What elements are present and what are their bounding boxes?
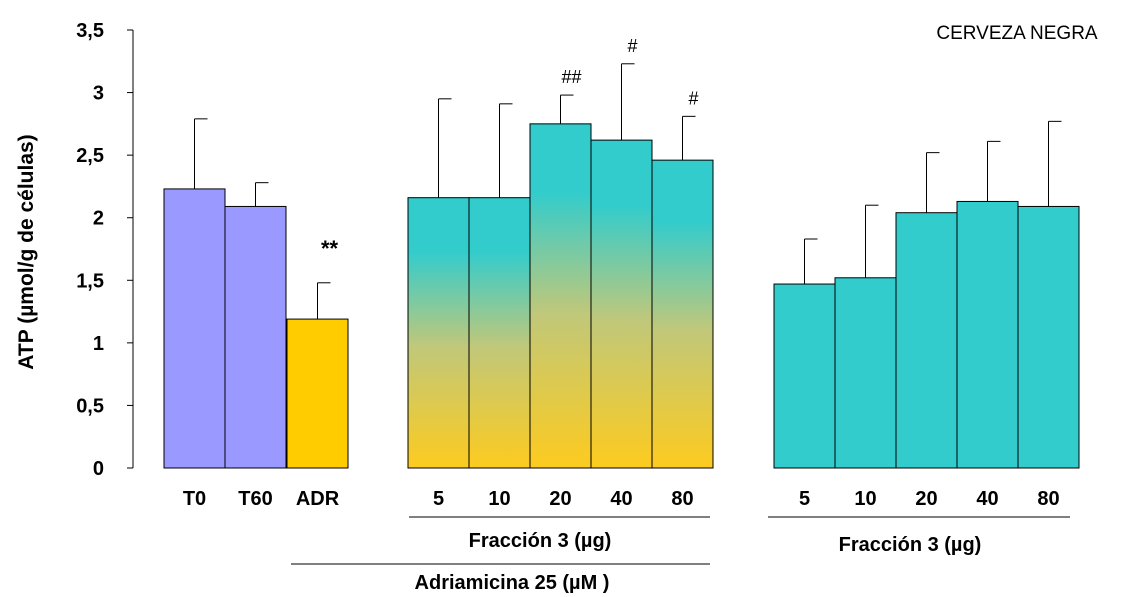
bar-5: [468, 197, 531, 469]
bar-9: [773, 283, 836, 469]
y-tick-label: 0,5: [76, 395, 104, 417]
bar-13: [1017, 205, 1080, 469]
category-label-11: 20: [915, 488, 937, 510]
fraccion-right-label: Fracción 3 (µg): [839, 534, 982, 556]
significance-annotation-6: ##: [561, 67, 581, 87]
y-tick-label: 1,5: [76, 270, 104, 292]
y-tick-label: 2,5: [76, 145, 104, 167]
significance-annotation-3: **: [321, 236, 339, 261]
y-tick-label: 3,5: [76, 20, 104, 42]
error-bars-group: [194, 63, 1062, 320]
bar-7: [590, 139, 653, 469]
bar-11: [895, 212, 958, 469]
category-label-7: 40: [610, 488, 632, 510]
bar-10: [834, 277, 897, 469]
category-label-6: 20: [549, 488, 571, 510]
y-axis: 0 0,5 1 1,5 2 2,5 3 3,5: [76, 20, 134, 480]
bar-4: [407, 197, 470, 469]
y-tick-label: 0: [93, 458, 104, 480]
bars-group: [163, 123, 1080, 469]
bar-2: [224, 205, 287, 469]
category-label-5: 10: [488, 488, 510, 510]
category-label-4: 5: [433, 488, 444, 510]
annotations-group: **####: [321, 36, 699, 261]
fraccion-left-label: Fracción 3 (µg): [469, 530, 612, 552]
bar-3: [286, 318, 349, 469]
y-tick-label: 1: [93, 333, 104, 355]
bar-8: [651, 159, 714, 469]
adriamicina-label: Adriamicina 25 (µM ): [415, 572, 610, 594]
y-tick-label: 2: [93, 208, 104, 230]
category-labels: T0 T60 ADR 5 10 20 40 80 5 10 20 40 80: [183, 488, 1060, 510]
category-label-13: 80: [1037, 488, 1059, 510]
category-label-8: 80: [671, 488, 693, 510]
category-label-12: 40: [976, 488, 998, 510]
bar-12: [956, 200, 1019, 469]
category-label-1: T0: [183, 488, 206, 510]
category-label-3: ADR: [296, 488, 340, 510]
significance-annotation-8: #: [688, 88, 698, 108]
y-axis-label: ATP (µmol/g de células): [15, 134, 38, 369]
category-label-10: 10: [854, 488, 876, 510]
bar-6: [529, 123, 592, 469]
chart-title: CERVEZA NEGRA: [936, 23, 1098, 44]
significance-annotation-7: #: [627, 36, 637, 56]
y-tick-label: 3: [93, 83, 104, 105]
category-label-2: T60: [238, 488, 272, 510]
bar-1: [163, 188, 226, 469]
category-label-9: 5: [799, 488, 810, 510]
